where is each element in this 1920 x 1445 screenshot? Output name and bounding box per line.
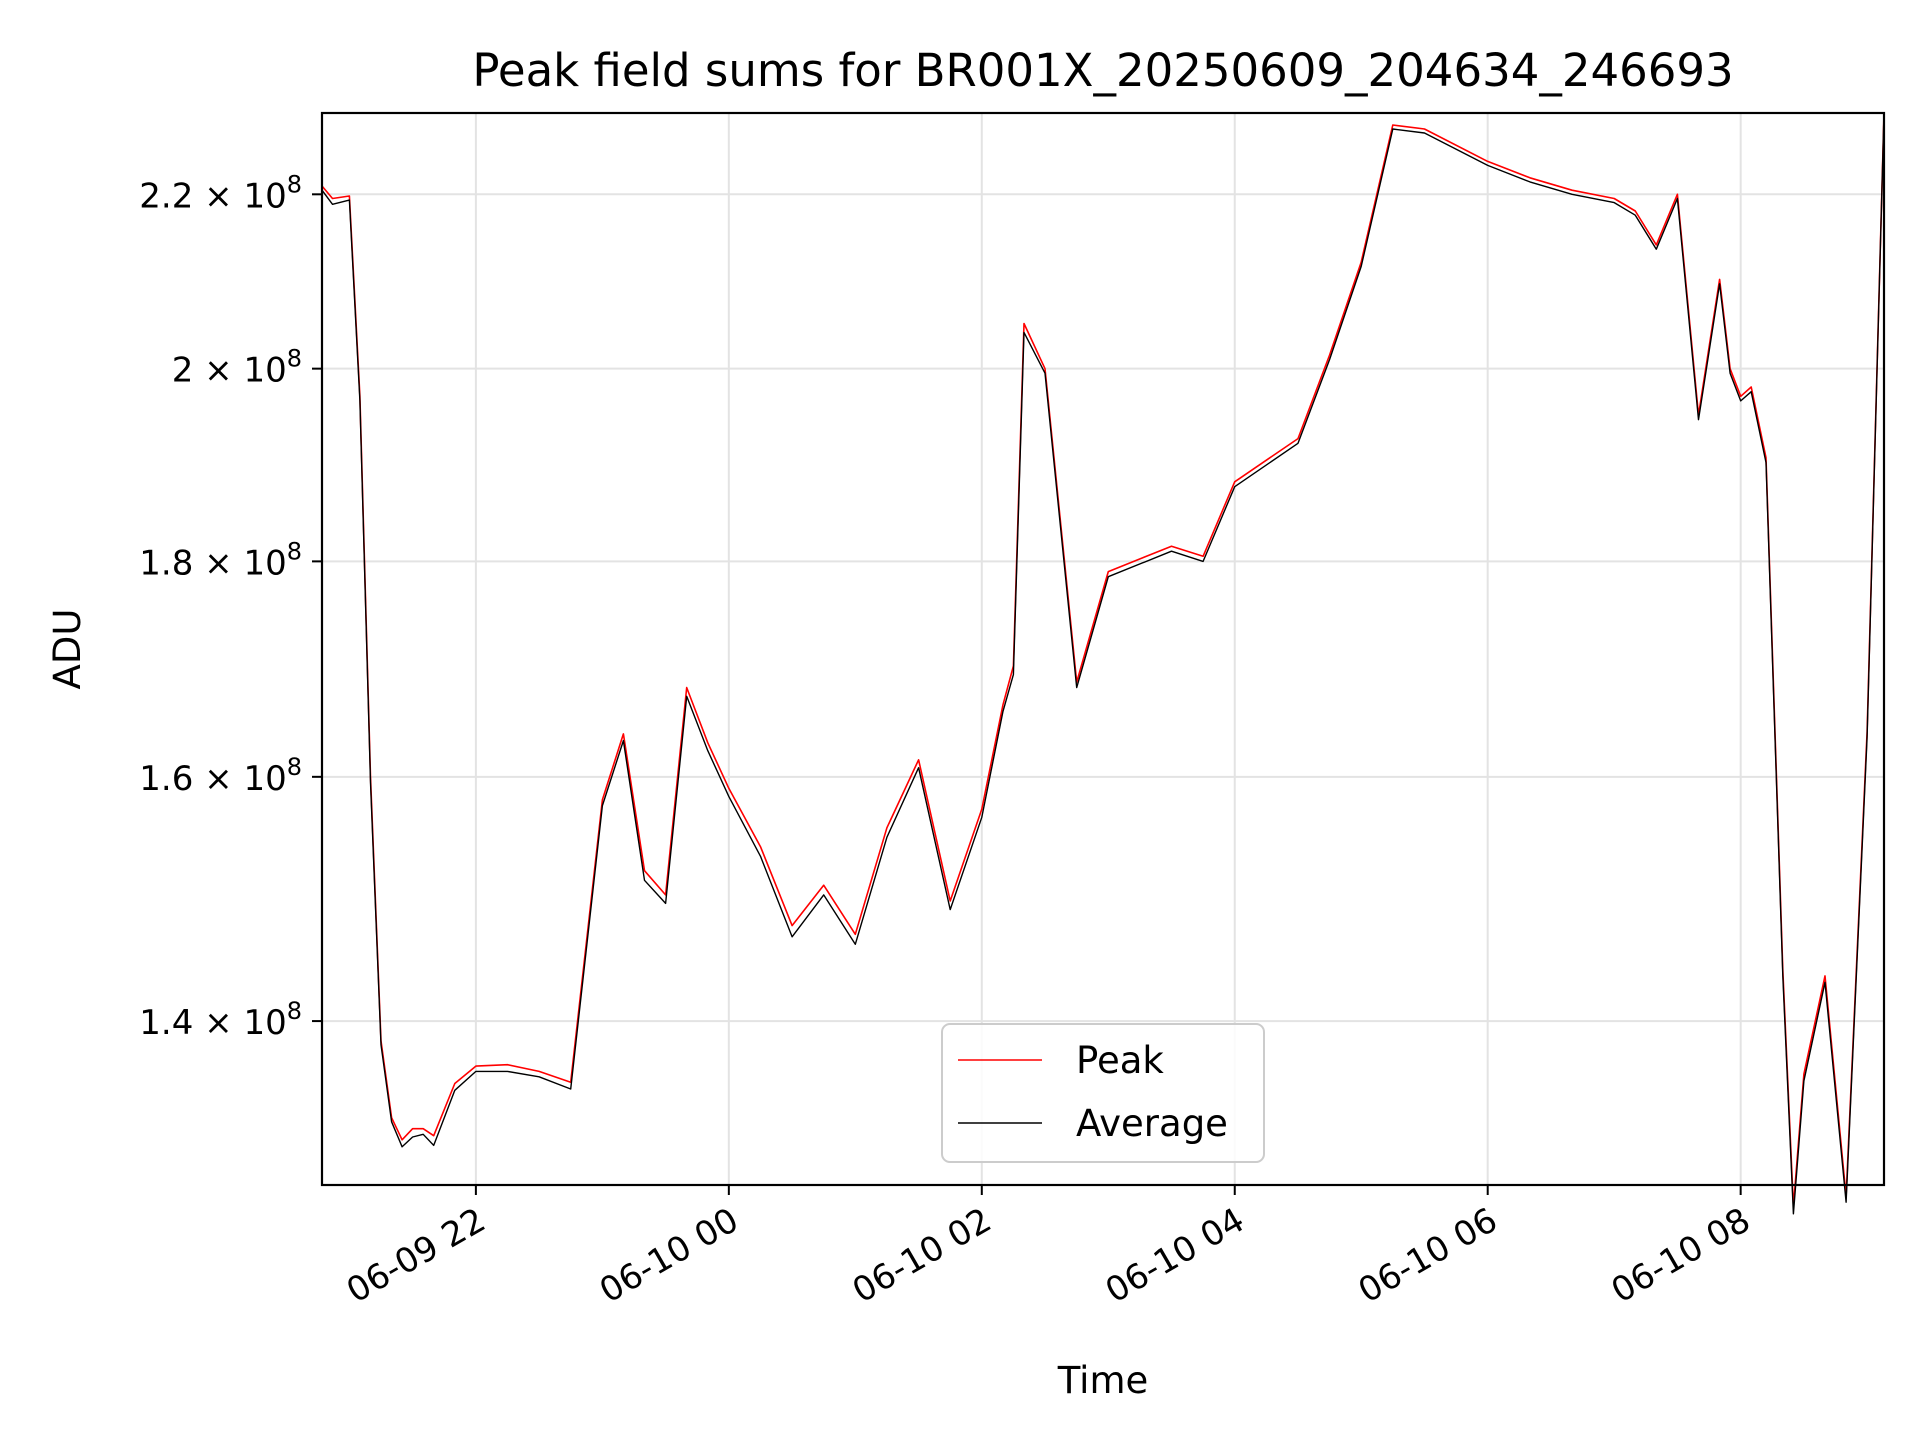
series-line-average <box>321 112 1885 1215</box>
x-axis-label: Time <box>1057 1359 1149 1402</box>
legend-label-average: Average <box>1076 1102 1228 1145</box>
chart-title: Peak field sums for BR001X_20250609_2046… <box>472 44 1733 97</box>
y-tick-label: 2 × 108 <box>172 345 302 391</box>
y-tick-label: 1.8 × 108 <box>139 537 302 583</box>
plot-frame <box>320 111 1886 1187</box>
y-tick-label: 2.2 × 108 <box>139 170 302 216</box>
series-lines <box>321 112 1885 1215</box>
legend-label-peak: Peak <box>1076 1039 1164 1082</box>
grid-lines <box>322 113 1884 1185</box>
y-axis-label: ADU <box>46 609 89 690</box>
y-tick-label: 1.6 × 108 <box>139 753 302 799</box>
legend: Peak Average <box>941 1023 1265 1163</box>
legend-box <box>941 1023 1265 1163</box>
y-tick-label: 1.4 × 108 <box>139 997 302 1043</box>
